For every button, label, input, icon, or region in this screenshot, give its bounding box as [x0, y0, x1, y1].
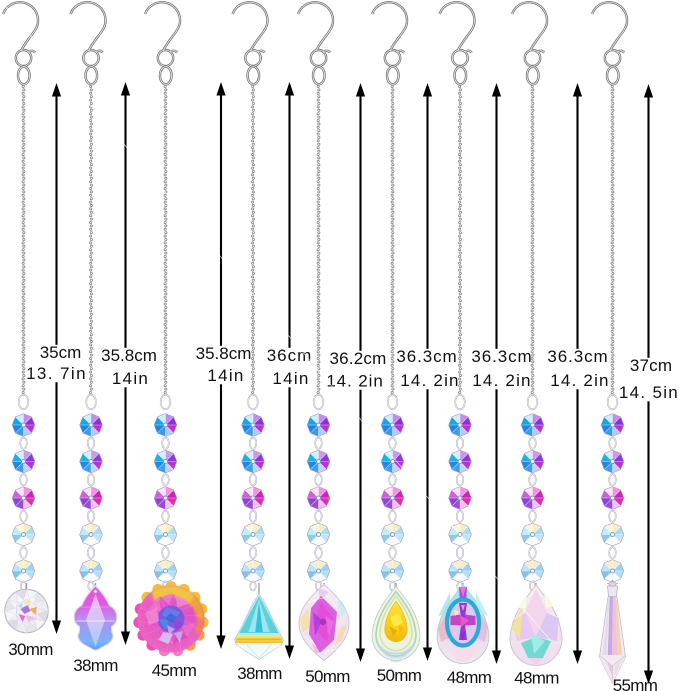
svg-text:14. 2in: 14. 2in — [472, 371, 531, 390]
svg-text:38mm: 38mm — [73, 656, 118, 675]
svg-text:35.8cm: 35.8cm — [101, 346, 157, 365]
svg-text:48mm: 48mm — [514, 669, 559, 688]
svg-text:50mm: 50mm — [305, 667, 350, 686]
svg-text:13. 7in: 13. 7in — [26, 364, 87, 383]
svg-text:36.3cm: 36.3cm — [396, 347, 457, 366]
svg-text:14. 5in: 14. 5in — [619, 383, 679, 402]
svg-text:37cm: 37cm — [630, 356, 672, 375]
svg-text:36cm: 36cm — [267, 346, 313, 365]
svg-text:14. 2in: 14. 2in — [400, 371, 459, 390]
svg-text:14in: 14in — [112, 369, 149, 388]
svg-text:35.8cm: 35.8cm — [196, 344, 252, 363]
svg-text:35cm: 35cm — [40, 343, 82, 362]
svg-text:14in: 14in — [272, 369, 309, 388]
svg-text:36.2cm: 36.2cm — [330, 349, 387, 368]
svg-text:14in: 14in — [207, 366, 244, 385]
svg-text:50mm: 50mm — [377, 666, 422, 685]
svg-text:48mm: 48mm — [447, 668, 492, 687]
svg-text:36.3cm: 36.3cm — [471, 347, 532, 366]
svg-text:45mm: 45mm — [152, 661, 197, 680]
svg-text:36.3cm: 36.3cm — [547, 347, 608, 366]
svg-text:38mm: 38mm — [237, 664, 282, 683]
svg-text:14. 2in: 14. 2in — [550, 371, 609, 390]
svg-text:55mm: 55mm — [613, 676, 658, 691]
svg-text:30mm: 30mm — [8, 640, 53, 659]
svg-text:14. 2in: 14. 2in — [326, 372, 383, 391]
